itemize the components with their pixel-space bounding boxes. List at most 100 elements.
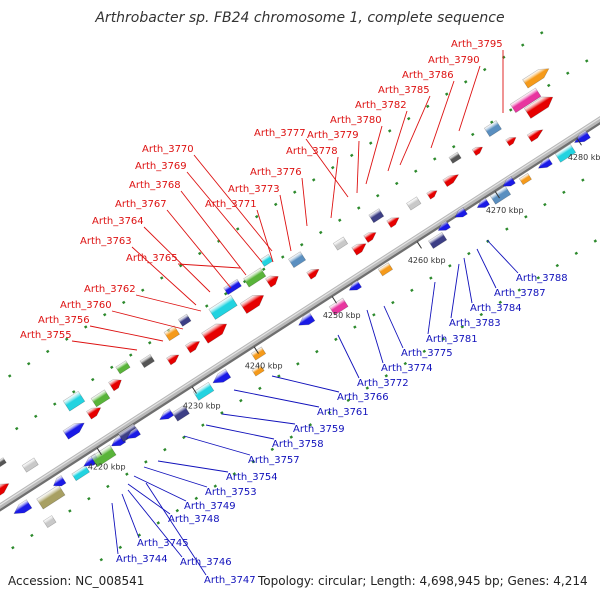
leader-top-14 — [330, 156, 339, 219]
track-dash-1 — [413, 169, 418, 173]
track-dash-3 — [137, 533, 142, 537]
top-gene-28-box — [406, 196, 422, 211]
top-gene-18 — [243, 267, 267, 288]
track-dash-3 — [289, 435, 294, 439]
bottom-gene-0-arrow — [13, 499, 33, 514]
leader-bottom-5 — [133, 475, 187, 502]
gene-label-bottom-6: Arth_3753 — [205, 487, 257, 498]
top-gene-14 — [201, 323, 228, 344]
leader-top-8 — [180, 190, 247, 276]
bottom-gene-13-arrow — [212, 368, 232, 384]
gene-label-bottom-16: Arth_3781 — [426, 334, 478, 345]
gene-label-top-11: Arth_3771 — [205, 199, 257, 210]
top-gene-5 — [90, 389, 111, 408]
top-gene-27 — [386, 217, 400, 229]
top-gene-33-box — [483, 120, 502, 137]
track-dash-3 — [422, 349, 427, 354]
leader-top-19 — [399, 95, 431, 166]
track-dash-0 — [235, 227, 240, 231]
leader-top-15 — [305, 138, 349, 198]
track-dash-0 — [368, 141, 373, 145]
top-gene-29-arrow — [426, 190, 438, 200]
gene-label-top-6: Arth_3764 — [92, 216, 144, 227]
bottom-gene-11 — [171, 404, 190, 422]
track-dash-3 — [536, 276, 541, 280]
track-dash-0 — [83, 325, 88, 329]
track-dash-3 — [232, 472, 237, 476]
track-dash-2 — [201, 423, 205, 427]
gene-label-top-10: Arth_3770 — [142, 144, 194, 155]
leader-bottom-0 — [111, 502, 119, 555]
track-dash-0 — [292, 190, 297, 194]
bottom-gene-10 — [159, 408, 175, 421]
track-dash-0 — [482, 67, 487, 72]
track-dash-2 — [543, 202, 547, 207]
gene-label-top-21: Arth_3790 — [428, 55, 480, 66]
track-dash-2 — [410, 288, 414, 293]
track-dash-0 — [311, 178, 316, 182]
track-dash-2 — [524, 215, 528, 219]
track-dash-1 — [394, 181, 399, 186]
track-dash-0 — [349, 153, 354, 158]
top-gene-31-box — [448, 151, 462, 164]
track-dash-1 — [470, 132, 475, 137]
track-dash-0 — [444, 92, 449, 96]
gene-label-bottom-3: Arth_3747 — [204, 575, 256, 586]
leader-bottom-10 — [221, 413, 296, 425]
backbone-highlight — [0, 117, 600, 506]
leader-bottom-2 — [127, 489, 183, 558]
track-dash-1 — [33, 414, 38, 419]
track-dash-1 — [14, 426, 19, 431]
bottom-gene-10-arrow — [159, 408, 175, 421]
top-gene-24 — [351, 243, 367, 256]
track-dash-2 — [581, 178, 585, 182]
leader-bottom-13 — [337, 334, 360, 379]
track-dash-1 — [109, 365, 114, 370]
bottom-gene-23-arrow — [476, 197, 490, 208]
gene-label-bottom-8: Arth_3757 — [248, 455, 300, 466]
bottom-gene-3 — [42, 515, 57, 529]
track-dash-1 — [356, 206, 361, 210]
bottom-gene-4-box — [71, 464, 90, 482]
gene-label-top-20: Arth_3786 — [402, 70, 454, 81]
track-dash-1 — [71, 390, 76, 394]
top-gene-20-box — [259, 253, 274, 267]
track-dash-3 — [99, 557, 104, 562]
track-dash-3 — [118, 545, 123, 550]
gene-label-bottom-20: Arth_3788 — [516, 273, 568, 284]
figure-title: Arthrobacter sp. FB24 chromosome 1, comp… — [95, 10, 505, 26]
bottom-gene-12-box — [192, 381, 215, 401]
top-gene-1-box — [21, 457, 39, 473]
top-gene-30 — [442, 174, 460, 188]
gene-label-bottom-4: Arth_3748 — [168, 514, 220, 525]
track-dash-2 — [30, 533, 34, 538]
track-dash-3 — [346, 398, 351, 403]
leader-bottom-15 — [383, 305, 404, 349]
track-dash-2 — [429, 276, 433, 280]
track-dash-3 — [175, 508, 180, 513]
track-dash-0 — [273, 202, 278, 207]
track-dash-0 — [45, 349, 50, 354]
top-gene-26 — [368, 208, 385, 224]
top-gene-13-box — [177, 313, 192, 327]
top-gene-11-arrow — [185, 341, 201, 354]
bottom-gene-21-arrow — [437, 220, 451, 231]
top-gene-0 — [0, 483, 10, 500]
track-dash-2 — [87, 496, 91, 501]
track-dash-2 — [562, 190, 566, 195]
gene-label-top-13: Arth_3776 — [250, 167, 302, 178]
bottom-gene-16 — [298, 311, 316, 326]
gene-label-bottom-1: Arth_3745 — [137, 538, 189, 549]
bottom-gene-6 — [90, 444, 117, 468]
track-dash-1 — [299, 243, 304, 247]
gene-label-top-12: Arth_3773 — [228, 184, 280, 195]
track-dash-3 — [384, 374, 389, 378]
track-dash-2 — [239, 398, 243, 403]
track-dash-3 — [194, 496, 199, 501]
top-gene-32-arrow — [471, 146, 483, 156]
track-dash-3 — [251, 459, 256, 464]
top-gene-12-box — [163, 325, 180, 342]
track-dash-1 — [508, 108, 513, 112]
track-dash-3 — [441, 337, 446, 341]
leader-bottom-12 — [271, 375, 340, 393]
